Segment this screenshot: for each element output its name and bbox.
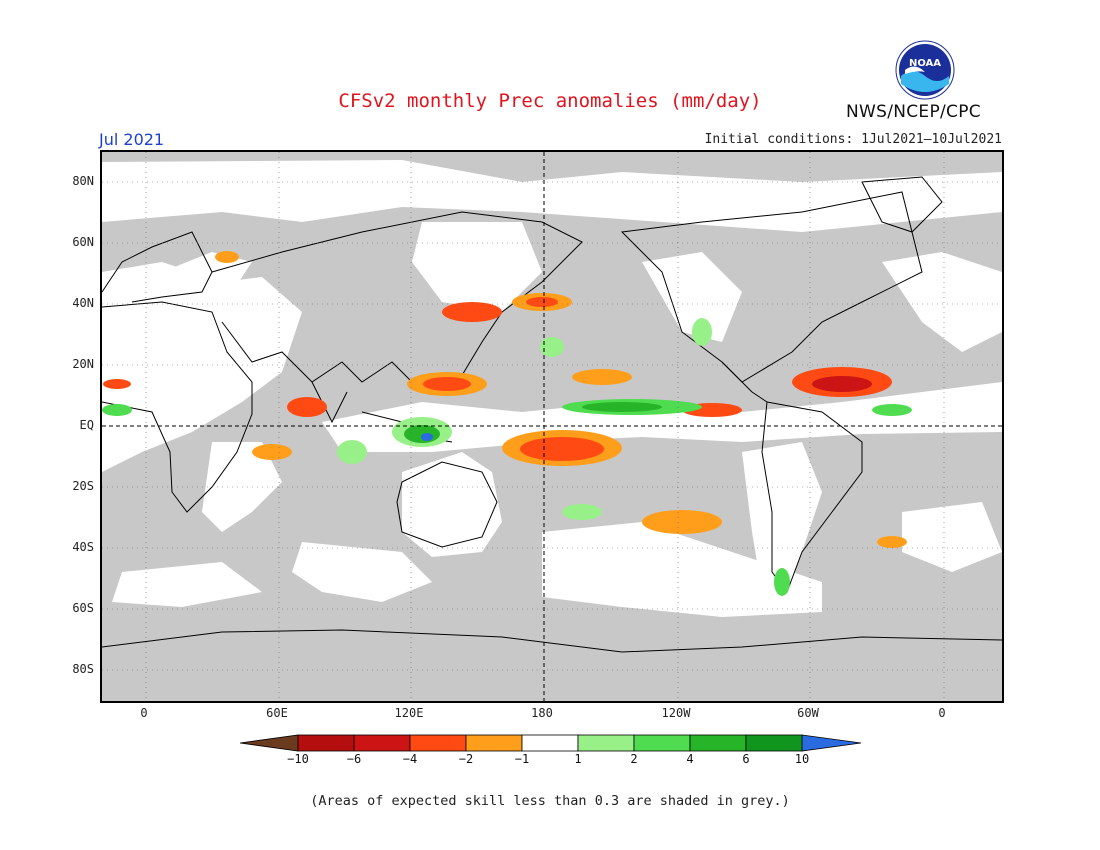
colorbar-label: 4 <box>686 752 694 766</box>
forecast-month: Jul 2021 <box>99 130 165 149</box>
negative-anomalies <box>103 251 907 548</box>
colorbar-label: 1 <box>574 752 582 766</box>
colorbar-label: 10 <box>794 752 810 766</box>
lon-label: 120E <box>394 706 424 720</box>
colorbar-swatch <box>409 734 467 752</box>
lon-label: 0 <box>140 706 148 720</box>
colorbar-swatch <box>353 734 411 752</box>
colorbar-label: −10 <box>287 752 309 766</box>
colorbar-label: 2 <box>630 752 638 766</box>
lat-label: 20N <box>72 357 94 371</box>
near-normal-shading <box>102 160 1002 617</box>
colorbar-swatch <box>465 734 523 752</box>
lat-label: 40S <box>72 540 94 554</box>
lat-label: 60S <box>72 601 94 615</box>
lon-label: 120W <box>661 706 691 720</box>
lon-label: 60E <box>266 706 288 720</box>
graticule <box>102 152 1002 701</box>
initial-conditions: Initial conditions: 1Jul2021–10Jul2021 <box>704 132 1002 147</box>
colorbar-swatch <box>633 734 691 752</box>
coastlines <box>102 176 1002 653</box>
colorbar-swatch <box>745 734 803 752</box>
lat-label: 20S <box>72 479 94 493</box>
colorbar-label: −6 <box>346 752 362 766</box>
colorbar-swatch <box>689 734 747 752</box>
lon-label: 180 <box>531 706 553 720</box>
skill-note: (Areas of expected skill less than 0.3 a… <box>310 793 790 809</box>
lat-label: EQ <box>79 418 94 432</box>
lat-label: 40N <box>72 296 94 310</box>
colorbar-label: −1 <box>514 752 530 766</box>
colorbar-swatch <box>521 734 579 752</box>
colorbar <box>240 734 862 752</box>
colorbar-label: −2 <box>458 752 474 766</box>
colorbar-swatch <box>240 734 299 752</box>
logo-text: NOAA <box>909 58 941 69</box>
lon-label: 60W <box>797 706 819 720</box>
colorbar-label: 6 <box>742 752 750 766</box>
agency-label: NWS/NCEP/CPC <box>846 102 981 122</box>
lat-label: 80S <box>72 662 94 676</box>
lat-label: 60N <box>72 235 94 249</box>
colorbar-swatch <box>297 734 355 752</box>
lat-label: 80N <box>72 174 94 188</box>
map-panel <box>100 150 1004 703</box>
colorbar-swatch <box>801 734 862 752</box>
lon-label: 0 <box>938 706 946 720</box>
positive-anomalies <box>102 318 912 596</box>
noaa-logo: NOAA <box>895 40 955 100</box>
chart-title: CFSv2 monthly Prec anomalies (mm/day) <box>338 90 762 112</box>
colorbar-swatch <box>577 734 635 752</box>
precip-anomaly-map <box>102 152 1002 701</box>
colorbar-label: −4 <box>402 752 418 766</box>
